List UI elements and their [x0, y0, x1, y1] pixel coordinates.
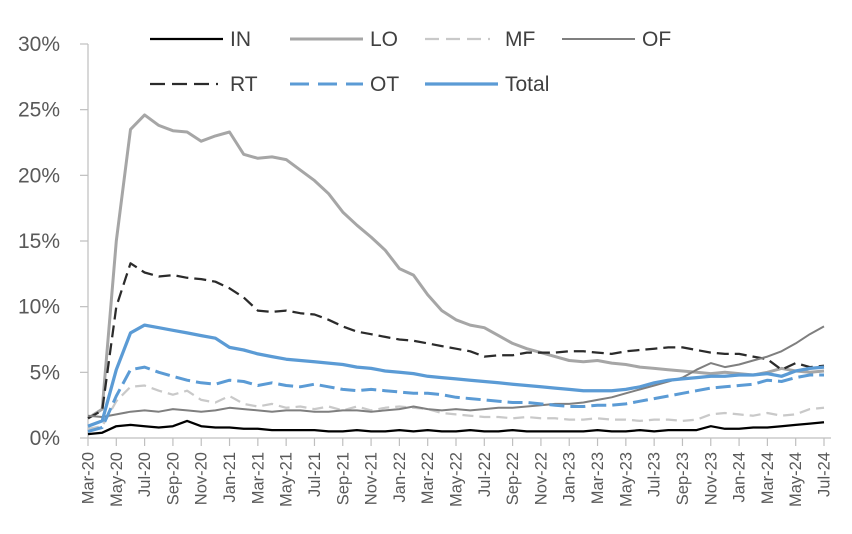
x-axis-tick-label: Jul-23	[646, 452, 664, 497]
y-axis-tick-label: 20%	[18, 164, 60, 187]
x-axis-tick-label: Mar-22	[419, 452, 437, 504]
x-axis-tick-label: Jan-24	[731, 452, 749, 502]
x-axis-tick-label: Nov-21	[363, 452, 381, 505]
x-axis-tick-label: Mar-21	[249, 452, 267, 504]
x-axis-tick-label: Nov-23	[702, 452, 720, 505]
y-axis-tick-label: 30%	[18, 33, 60, 56]
series-line-rt	[87, 262, 825, 420]
y-axis-tick-label: 0%	[30, 427, 60, 450]
series-line-in	[87, 419, 825, 436]
legend-label-rt: RT	[230, 73, 258, 96]
x-axis-tick-label: Mar-20	[80, 452, 98, 504]
x-axis-tick-label: Mar-24	[759, 452, 777, 504]
legend-item-mf: MF	[425, 28, 535, 51]
x-axis-tick-label: Jul-20	[136, 452, 154, 497]
x-axis-tick-label: Sep-22	[504, 452, 522, 505]
legend-item-in: IN	[150, 28, 251, 51]
legend-label-ot: OT	[370, 73, 399, 96]
x-axis-tick-label: Mar-23	[589, 452, 607, 504]
x-axis-tick-label: May-24	[787, 452, 805, 507]
legend-label-of: OF	[642, 28, 671, 51]
legend-label-lo: LO	[370, 28, 398, 51]
x-axis-tick-label: Jan-21	[221, 452, 239, 502]
legend-label-total: Total	[505, 73, 549, 96]
x-axis-tick-label: Jan-22	[391, 452, 409, 502]
y-axis-tick-label: 15%	[18, 230, 60, 253]
x-axis-tick-label: Nov-20	[193, 452, 211, 505]
x-axis-tick-label: Jul-24	[816, 452, 834, 497]
legend-item-total: Total	[425, 73, 549, 96]
x-axis-tick-label: May-23	[617, 452, 635, 507]
legend-item-ot: OT	[290, 73, 399, 96]
x-axis-tick-label: Jul-21	[306, 452, 324, 497]
y-axis-tick-label: 25%	[18, 99, 60, 122]
x-axis-tick-label: Jan-23	[561, 452, 579, 502]
x-axis-tick-label: Sep-20	[164, 452, 182, 505]
x-axis-tick-label: May-21	[278, 452, 296, 507]
legend-label-in: IN	[230, 28, 251, 51]
series-line-of	[87, 325, 825, 418]
series-line-mf	[87, 384, 825, 430]
series-line-ot	[87, 365, 824, 433]
y-axis-tick-label: 5%	[30, 361, 60, 384]
x-axis-tick-label: May-20	[108, 452, 126, 507]
legend-item-lo: LO	[290, 28, 398, 51]
legend-label-mf: MF	[505, 28, 535, 51]
legend-item-of: OF	[562, 28, 671, 51]
legend-item-rt: RT	[150, 73, 258, 96]
x-axis-tick-label: Nov-22	[532, 452, 550, 505]
x-axis-tick-label: May-22	[448, 452, 466, 507]
series-line-lo	[87, 113, 825, 420]
x-axis-tick-label: Sep-21	[334, 452, 352, 505]
series-line-total	[87, 323, 825, 428]
x-axis-tick-label: Sep-23	[674, 452, 692, 505]
y-axis-tick-label: 10%	[18, 296, 60, 319]
x-axis-tick-label: Jul-22	[476, 452, 494, 497]
